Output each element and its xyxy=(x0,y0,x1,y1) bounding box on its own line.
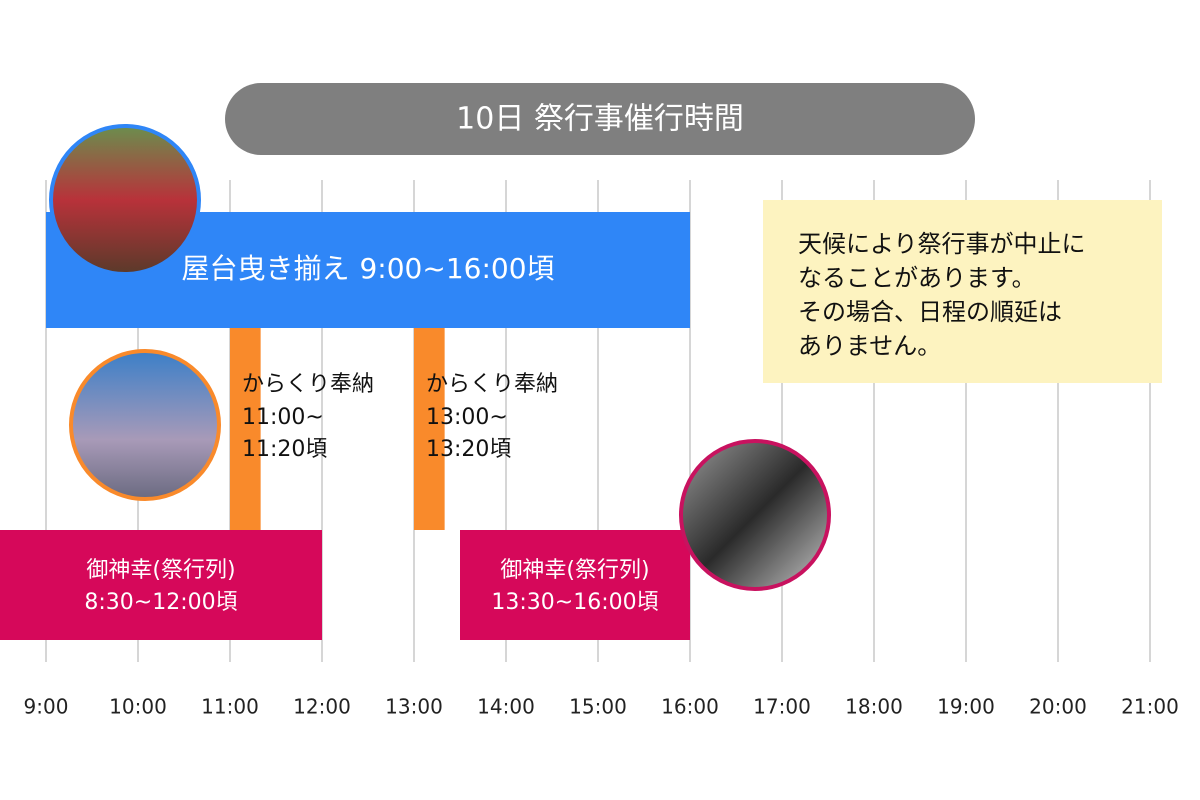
x-tick-label: 14:00 xyxy=(477,695,535,719)
bar-label: 屋台曳き揃え 9:00~16:00頃 xyxy=(181,252,554,285)
photo-karakuri xyxy=(69,349,221,501)
x-tick-label: 12:00 xyxy=(293,695,351,719)
x-tick-label: 18:00 xyxy=(845,695,903,719)
x-tick-label: 19:00 xyxy=(937,695,995,719)
x-tick-label: 10:00 xyxy=(109,695,167,719)
x-tick-label: 15:00 xyxy=(569,695,627,719)
bar-name: 御神幸(祭行列) xyxy=(86,558,235,583)
x-tick-label: 21:00 xyxy=(1121,695,1179,719)
bar-time: 11:00~ xyxy=(242,405,324,430)
note-line: 天候により祭行事が中止に xyxy=(798,230,1086,258)
x-tick-label: 13:00 xyxy=(385,695,443,719)
title-pill xyxy=(225,83,975,155)
x-tick-label: 9:00 xyxy=(24,695,69,719)
bar-time: 13:00~ xyxy=(426,405,508,430)
bar-time: 13:20頃 xyxy=(426,437,511,462)
note-box xyxy=(763,200,1162,383)
bar xyxy=(414,328,445,530)
bar xyxy=(460,530,690,640)
x-tick-label: 17:00 xyxy=(753,695,811,719)
note-line: ありません。 xyxy=(798,332,941,360)
bar-name: 御神幸(祭行列) xyxy=(500,558,649,583)
bar-time: 13:30~16:00頃 xyxy=(491,590,658,615)
x-tick-label: 16:00 xyxy=(661,695,719,719)
photo-procession xyxy=(679,439,831,591)
bar xyxy=(0,530,322,640)
bar xyxy=(230,328,261,530)
x-tick-label: 20:00 xyxy=(1029,695,1087,719)
note-line: その場合、日程の順延は xyxy=(798,298,1062,326)
bar-name: からくり奉納 xyxy=(426,372,558,397)
chart-title: 10日 祭行事催行時間 xyxy=(456,102,744,137)
bar-name: からくり奉納 xyxy=(242,372,374,397)
bar-time: 9:00~16:00頃 xyxy=(359,252,554,285)
bar-name: 屋台曳き揃え xyxy=(181,252,349,285)
bar-time: 8:30~12:00頃 xyxy=(84,590,237,615)
x-tick-label: 11:00 xyxy=(201,695,259,719)
photo-yatai xyxy=(49,124,201,276)
grid: 9:00 10:00 11:00 12:00 13:00 14:00 15:00 16:00 1… xyxy=(24,180,1179,719)
note-line: なることがあります。 xyxy=(798,264,1036,292)
bar-time: 11:20頃 xyxy=(242,437,327,462)
